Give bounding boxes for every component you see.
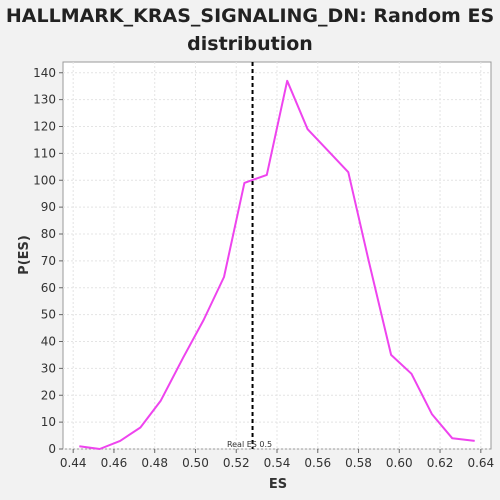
y-tick-label: 140 <box>33 66 56 80</box>
y-tick-label: 130 <box>33 93 56 107</box>
grid-lines <box>63 62 491 450</box>
y-tick-label: 0 <box>48 442 56 456</box>
y-tick-label: 120 <box>33 120 56 134</box>
x-axis-label: ES <box>269 477 287 492</box>
reference-line-label: Real ES 0.5 <box>227 440 272 449</box>
x-tick-label: 0.54 <box>264 456 291 470</box>
y-tick-label: 20 <box>41 388 56 402</box>
y-tick-label: 30 <box>41 361 56 375</box>
x-tick-label: 0.56 <box>304 456 331 470</box>
x-tick-label: 0.52 <box>223 456 250 470</box>
y-tick-label: 100 <box>33 173 56 187</box>
y-tick-label: 70 <box>41 254 56 268</box>
x-tick-label: 0.46 <box>101 456 128 470</box>
series-line <box>79 79 475 450</box>
series-group <box>79 79 475 450</box>
chart-title: HALLMARK_KRAS_SIGNALING_DN: Random ES di… <box>0 2 500 58</box>
y-tick-label: 60 <box>41 281 56 295</box>
x-tick-label: 0.62 <box>427 456 454 470</box>
chart-title-line-2: distribution <box>187 33 313 55</box>
y-tick-label: 110 <box>33 146 56 160</box>
y-axis: 0 10 20 30 40 50 60 70 80 90 100 110 120 130 140 <box>33 66 63 456</box>
x-tick-label: 0.64 <box>467 456 494 470</box>
x-tick-label: 0.44 <box>60 456 87 470</box>
y-tick-label: 10 <box>41 415 56 429</box>
chart-title-line-1: HALLMARK_KRAS_SIGNALING_DN: Random ES <box>5 5 495 27</box>
y-axis-label: P(ES) <box>17 235 32 275</box>
x-tick-label: 0.48 <box>141 456 168 470</box>
y-tick-label: 50 <box>41 308 56 322</box>
x-axis: 0.44 0.46 0.48 0.50 0.52 0.54 0.56 0.58 0.60 0.62… <box>60 449 494 470</box>
y-tick-label: 80 <box>41 227 56 241</box>
y-tick-label: 90 <box>41 200 56 214</box>
y-tick-label: 40 <box>41 335 56 349</box>
x-tick-label: 0.50 <box>182 456 209 470</box>
reference-line-group: Real ES 0.5 <box>227 62 272 449</box>
x-tick-label: 0.60 <box>386 456 413 470</box>
x-tick-label: 0.58 <box>345 456 372 470</box>
